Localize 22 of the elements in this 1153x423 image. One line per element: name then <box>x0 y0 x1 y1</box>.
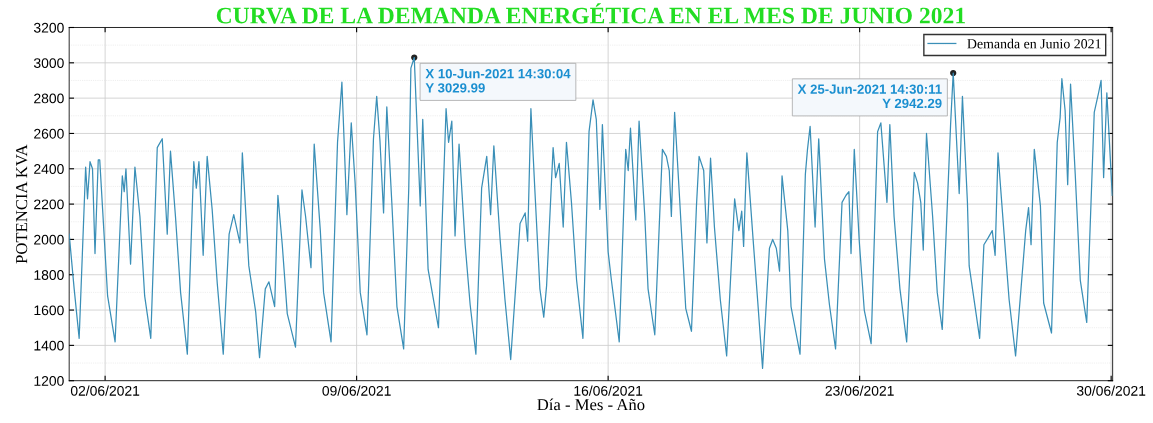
x-tick-label: 09/06/2021 <box>322 385 391 396</box>
y-axis-title: POTENCIA KVA <box>16 144 28 264</box>
y-tick-label: 2800 <box>34 93 64 104</box>
y-tick-label: 1800 <box>34 270 64 280</box>
x-tick-label: 23/06/2021 <box>825 385 894 396</box>
y-tick-label: 2000 <box>34 234 64 245</box>
x-tick-label: 02/06/2021 <box>70 385 140 396</box>
y-tick-label: 3000 <box>33 58 64 68</box>
annotation: X 25-Jun-2021 14:30:11 Y 2942.29 <box>797 84 942 109</box>
annotation: X 10-Jun-2021 14:30:04 Y 3029.99 <box>425 68 571 93</box>
y-tick-label: 2200 <box>34 199 64 210</box>
y-tick-label: 1400 <box>34 340 64 351</box>
y-tick-label: 1600 <box>34 305 64 316</box>
chart-title: CURVA DE LA DEMANDA ENERGÉTICA EN EL MES DE JUNIO 2021 <box>216 3 965 24</box>
legend-label: Demanda en Junio 2021 <box>967 38 1101 49</box>
y-tick-label: 3200 <box>33 22 64 33</box>
x-axis-title: Día - Mes - Año <box>537 398 645 411</box>
x-tick-label: 30/06/2021 <box>1076 385 1146 396</box>
x-tick-label: 16/06/2021 <box>574 385 643 396</box>
y-tick-label: 2400 <box>34 164 64 174</box>
y-tick-label: 2600 <box>34 128 64 139</box>
y-tick-label: 1200 <box>34 376 64 386</box>
